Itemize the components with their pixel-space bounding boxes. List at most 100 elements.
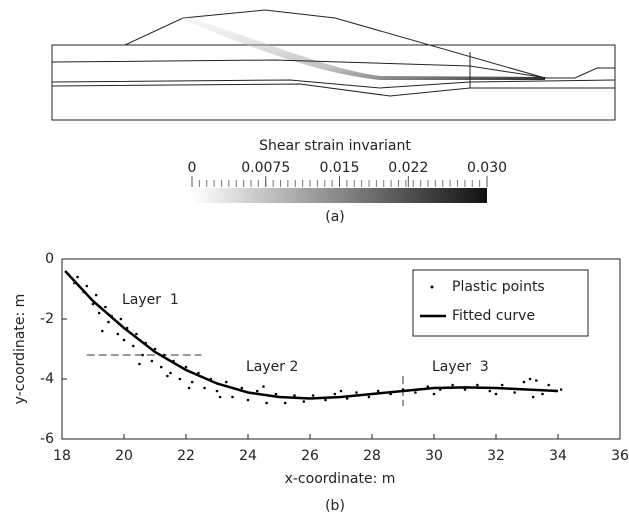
x-tick-label: 30 — [425, 448, 443, 464]
slope-model — [51, 9, 616, 121]
caption: (b) — [325, 498, 345, 514]
plastic-point — [376, 389, 380, 393]
plastic-point — [500, 383, 504, 387]
plastic-point — [547, 383, 550, 387]
plastic-point — [367, 395, 371, 399]
colorbar-tick-label: 0.022 — [388, 160, 428, 176]
plastic-point — [215, 389, 219, 393]
plastic-point — [324, 398, 327, 402]
y-tick-label: -6 — [40, 431, 54, 447]
plastic-point — [190, 380, 194, 384]
legend-label: Plastic points — [452, 279, 545, 295]
x-tick-label: 18 — [53, 448, 71, 464]
y-tick-label: -2 — [40, 311, 54, 327]
plastic-point — [463, 388, 467, 391]
plastic-point — [116, 332, 120, 336]
plastic-point — [132, 344, 135, 348]
plastic-point — [476, 383, 479, 387]
legend-marker — [430, 285, 434, 289]
plastic-point — [150, 359, 154, 363]
colorbar-tick-label: 0.015 — [319, 160, 359, 176]
x-tick-label: 26 — [301, 448, 319, 464]
layer-label: Layer 2 — [246, 359, 298, 375]
plastic-point — [203, 386, 206, 390]
plastic-point — [104, 305, 107, 309]
plastic-point — [262, 385, 265, 388]
plot-frame — [61, 258, 621, 440]
colorbar-title: Shear strain invariant — [259, 138, 411, 154]
x-tick-label: 24 — [239, 448, 257, 464]
plastic-point — [345, 397, 349, 400]
plastic-point — [91, 302, 95, 306]
plastic-point — [122, 338, 126, 342]
plastic-point — [432, 392, 436, 396]
plastic-point — [97, 311, 101, 315]
plastic-point — [225, 380, 228, 384]
plastic-point — [513, 391, 516, 394]
plastic-point — [141, 353, 144, 357]
plastic-point — [187, 386, 191, 390]
plastic-point — [169, 371, 172, 375]
plastic-point — [246, 398, 250, 402]
layer-label: Layer 3 — [432, 359, 489, 375]
plastic-point — [265, 401, 268, 405]
plastic-point — [293, 394, 296, 397]
plastic-point — [531, 395, 535, 399]
y-axis-label: y-coordinate: m — [12, 294, 28, 405]
plastic-point — [135, 332, 138, 336]
plastic-point — [166, 374, 169, 378]
plastic-point — [138, 362, 141, 366]
x-tick-label: 28 — [363, 448, 381, 464]
plastic-point — [541, 392, 544, 396]
plastic-point — [153, 347, 157, 351]
plastic-point — [426, 385, 430, 388]
plastic-point — [76, 275, 79, 279]
caption: (a) — [325, 209, 345, 225]
plastic-point — [311, 394, 315, 397]
colorbar-tick-label: 0.030 — [467, 160, 507, 176]
plastic-point — [494, 392, 498, 396]
plastic-point — [488, 389, 492, 393]
plastic-point — [451, 383, 454, 387]
x-tick-label: 34 — [549, 448, 567, 464]
fitted-curve — [64, 270, 559, 400]
plastic-point — [85, 284, 89, 288]
plastic-point — [559, 388, 563, 391]
plastic-point — [159, 365, 163, 369]
plastic-point — [178, 377, 182, 381]
plastic-point — [302, 400, 306, 403]
colorbar-tick-label: 0.0075 — [241, 160, 290, 176]
plastic-point — [333, 392, 337, 396]
plastic-point — [535, 379, 538, 382]
legend-label: Fitted curve — [452, 308, 535, 324]
y-tick-label: 0 — [45, 251, 54, 267]
plastic-point — [274, 392, 278, 396]
x-tick-label: 22 — [177, 448, 195, 464]
plastic-point — [355, 391, 358, 394]
colorbar-tick-label: 0 — [188, 160, 197, 176]
colorbar — [192, 188, 487, 203]
y-tick-label: -4 — [40, 371, 54, 387]
x-tick-label: 32 — [487, 448, 505, 464]
plastic-point — [101, 329, 104, 333]
plastic-point — [255, 389, 259, 393]
plastic-point — [283, 401, 287, 405]
legend-box — [412, 269, 589, 337]
x-tick-label: 36 — [611, 448, 629, 464]
plastic-point — [231, 395, 234, 399]
layer-label: Layer 1 — [122, 292, 179, 308]
x-axis-label: x-coordinate: m — [285, 471, 396, 487]
plastic-point — [119, 317, 123, 321]
plastic-point — [528, 377, 532, 381]
x-tick-label: 20 — [115, 448, 133, 464]
plastic-point — [218, 395, 222, 399]
plastic-point — [184, 365, 188, 369]
plastic-point — [414, 391, 417, 394]
plastic-point — [107, 320, 110, 324]
plastic-point — [94, 293, 98, 297]
plastic-point — [240, 386, 244, 390]
plastic-point — [522, 380, 526, 384]
plastic-point — [339, 389, 343, 393]
plastic-point — [197, 371, 200, 375]
